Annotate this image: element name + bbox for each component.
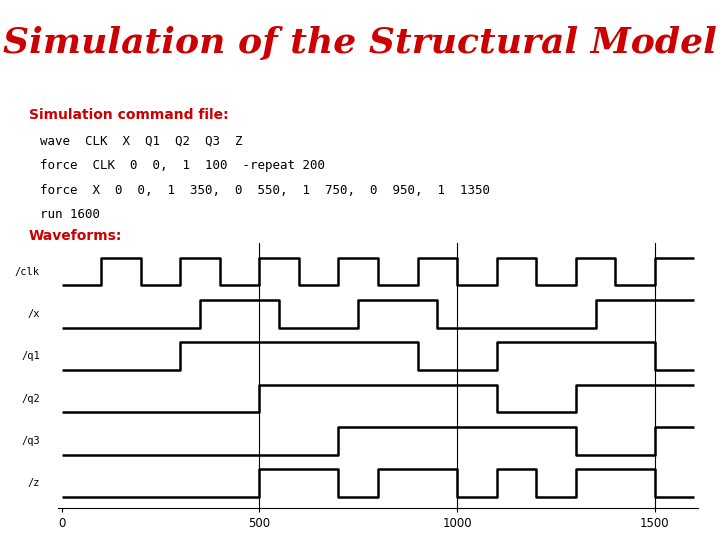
- Text: run 1600: run 1600: [40, 208, 99, 221]
- Text: /z: /z: [27, 478, 40, 488]
- Text: Simulation of the Structural Model: Simulation of the Structural Model: [3, 26, 717, 60]
- Text: wave  CLK  X  Q1  Q2  Q3  Z: wave CLK X Q1 Q2 Q3 Z: [40, 135, 242, 148]
- Text: force  CLK  0  0,  1  100  -repeat 200: force CLK 0 0, 1 100 -repeat 200: [40, 159, 325, 172]
- Text: force  X  0  0,  1  350,  0  550,  1  750,  0  950,  1  1350: force X 0 0, 1 350, 0 550, 1 750, 0 950,…: [40, 184, 490, 197]
- Text: /q1: /q1: [21, 351, 40, 361]
- Text: /x: /x: [27, 309, 40, 319]
- Text: /q2: /q2: [21, 394, 40, 403]
- Text: Simulation command file:: Simulation command file:: [29, 108, 228, 122]
- Text: /q3: /q3: [21, 436, 40, 446]
- Text: /clk: /clk: [15, 267, 40, 276]
- Text: Waveforms:: Waveforms:: [29, 230, 122, 244]
